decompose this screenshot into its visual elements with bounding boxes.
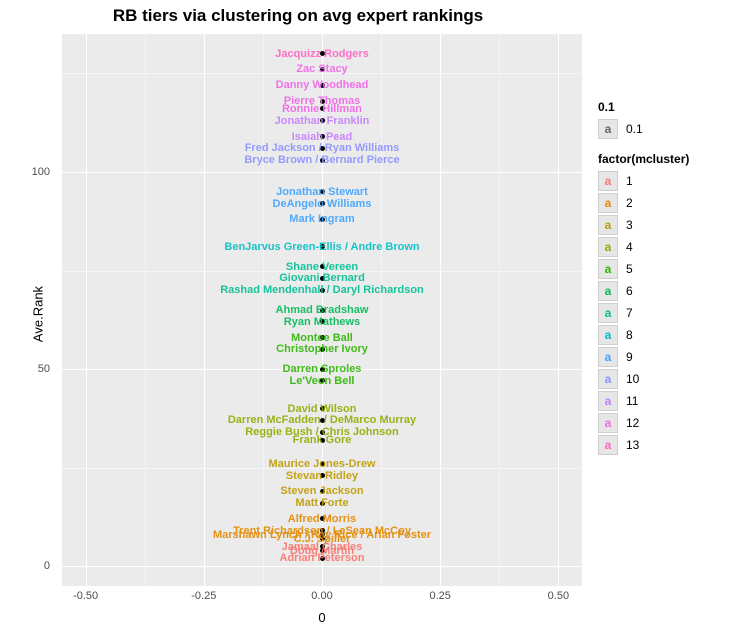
data-point	[320, 461, 325, 466]
legend-swatch: a	[598, 325, 618, 345]
legend-swatch: a	[598, 413, 618, 433]
legend-cluster-title: factor(mcluster)	[598, 152, 728, 166]
data-point	[320, 118, 325, 123]
data-point	[320, 489, 325, 494]
data-point	[320, 244, 325, 249]
legend-alpha-swatch: a	[598, 119, 618, 139]
legend-swatch: a	[598, 347, 618, 367]
legend-label: 12	[626, 416, 639, 430]
legend-item: a6	[598, 280, 728, 302]
legend-swatch: a	[598, 193, 618, 213]
legend-item: a2	[598, 192, 728, 214]
legend-item: a 12	[598, 412, 728, 434]
chart-title: RB tiers via clustering on avg expert ra…	[0, 6, 596, 26]
data-point	[320, 544, 325, 549]
legend-label: 9	[626, 350, 633, 364]
legend: 0.1 a 0.1 factor(mcluster) a1a2a3a4a5a6a…	[598, 100, 728, 456]
legend-alpha-item: a 0.1	[598, 118, 728, 140]
data-point	[320, 430, 325, 435]
legend-item: a3	[598, 214, 728, 236]
legend-swatch: a	[598, 259, 618, 279]
legend-label: 13	[626, 438, 639, 452]
data-point	[320, 378, 325, 383]
legend-label: 10	[626, 372, 639, 386]
data-point	[320, 501, 325, 506]
x-tick-label: -0.50	[73, 590, 98, 602]
data-point	[320, 51, 325, 56]
legend-cluster-items: a1a2a3a4a5a6a7a8a9a10a11a12a13	[598, 170, 728, 456]
legend-swatch: a	[598, 171, 618, 191]
data-point	[320, 276, 325, 281]
data-point	[320, 106, 325, 111]
legend-alpha-label: 0.1	[626, 122, 643, 136]
legend-swatch: a	[598, 237, 618, 257]
data-point	[320, 67, 325, 72]
plot-panel: Adrian PetersonDoug MartinJamaal Charles…	[62, 34, 582, 586]
data-point	[320, 83, 325, 88]
y-tick-label: 0	[0, 560, 50, 572]
legend-alpha-title: 0.1	[598, 100, 728, 114]
legend-item: a4	[598, 236, 728, 258]
legend-label: 8	[626, 328, 633, 342]
data-point	[320, 528, 325, 533]
data-point	[320, 99, 325, 104]
legend-item: a 11	[598, 390, 728, 412]
x-tick-label: 0.25	[429, 590, 450, 602]
legend-item: a 13	[598, 434, 728, 456]
data-point	[320, 473, 325, 478]
legend-item: a5	[598, 258, 728, 280]
legend-label: 3	[626, 218, 633, 232]
y-axis-label: Ave.Rank	[31, 285, 46, 341]
legend-swatch: a	[598, 369, 618, 389]
data-point	[320, 418, 325, 423]
legend-label: 7	[626, 306, 633, 320]
data-point	[320, 406, 325, 411]
chart-container: RB tiers via clustering on avg expert ra…	[0, 0, 736, 627]
data-point	[320, 367, 325, 372]
x-tick-label: 0.50	[548, 590, 569, 602]
data-point	[320, 189, 325, 194]
data-point	[320, 438, 325, 443]
data-point	[320, 308, 325, 313]
data-point	[320, 556, 325, 561]
legend-swatch: a	[598, 303, 618, 323]
data-point	[320, 516, 325, 521]
data-point	[320, 158, 325, 163]
y-tick-label: 50	[0, 363, 50, 375]
y-tick-label: 100	[0, 166, 50, 178]
legend-item: a7	[598, 302, 728, 324]
legend-label: 2	[626, 196, 633, 210]
x-axis-label: 0	[62, 610, 582, 625]
legend-swatch: a	[598, 391, 618, 411]
legend-label: 11	[626, 394, 638, 408]
legend-swatch: a	[598, 215, 618, 235]
legend-label: 6	[626, 284, 633, 298]
legend-swatch: a	[598, 281, 618, 301]
data-point	[320, 335, 325, 340]
legend-item: a8	[598, 324, 728, 346]
data-point	[320, 264, 325, 269]
legend-label: 1	[626, 174, 633, 188]
x-tick-label: 0.00	[311, 590, 332, 602]
data-point	[320, 319, 325, 324]
legend-item: a1	[598, 170, 728, 192]
data-point	[320, 146, 325, 151]
legend-label: 5	[626, 262, 633, 276]
data-point	[320, 347, 325, 352]
data-point	[320, 134, 325, 139]
legend-label: 4	[626, 240, 633, 254]
legend-swatch: a	[598, 435, 618, 455]
legend-item: a 10	[598, 368, 728, 390]
data-point	[320, 217, 325, 222]
data-point	[320, 288, 325, 293]
legend-item: a9	[598, 346, 728, 368]
data-point	[320, 201, 325, 206]
x-tick-label: -0.25	[191, 590, 216, 602]
